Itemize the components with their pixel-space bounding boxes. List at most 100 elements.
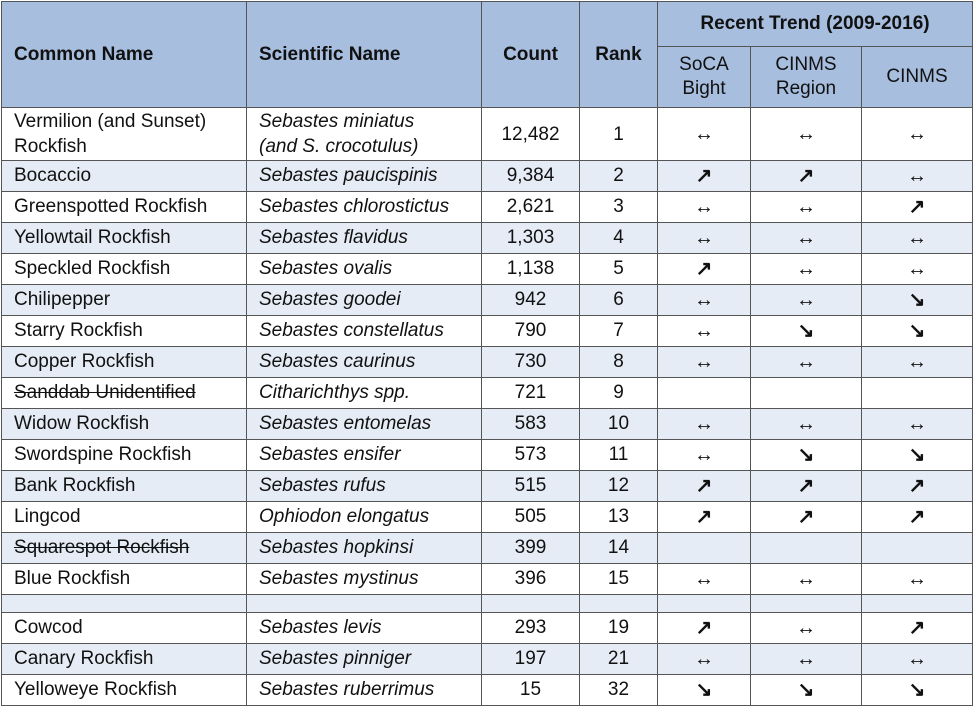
rank-cell: 21	[579, 643, 658, 675]
table-row: Squarespot Rockfish Sebastes hopkinsi 399 1…	[1, 532, 974, 564]
rank-cell: 12	[579, 470, 658, 502]
common-name-cell: Cowcod	[1, 612, 247, 644]
common-name-cell: Blue Rockfish	[1, 563, 247, 595]
trend-cinms-region-cell: ↗	[750, 501, 862, 533]
trend-soca-bight-cell: ↗	[657, 501, 751, 533]
scientific-name-cell: Sebastes mystinus	[246, 563, 482, 595]
common-name-cell: Bank Rockfish	[1, 470, 247, 502]
common-name-cell: Lingcod	[1, 501, 247, 533]
rank-cell: 4	[579, 222, 658, 254]
subheader-row: SoCA Bight CINMS Region CINMS	[2, 46, 974, 108]
trend-soca-bight-cell: ↔	[657, 643, 751, 675]
header-cinms-region[interactable]: CINMS Region	[750, 46, 862, 108]
trend-soca-bight-cell: ↔	[657, 408, 751, 440]
count-cell: 730	[481, 346, 580, 378]
count-cell: 1,303	[481, 222, 580, 254]
rank-cell: 14	[579, 532, 658, 564]
trend-soca-bight-cell: ↔	[657, 107, 751, 161]
common-name-cell: Swordspine Rockfish	[1, 439, 247, 471]
trend-soca-bight-cell: ↗	[657, 160, 751, 192]
scientific-name-cell: Sebastes entomelas	[246, 408, 482, 440]
count-cell: 515	[481, 470, 580, 502]
table-row: Chilipepper Sebastes goodei 942 6 ↔ ↔ ↘	[1, 284, 974, 316]
trend-soca-bight-cell: ↔	[657, 439, 751, 471]
trend-cinms-cell: ↗	[860, 501, 974, 533]
count-cell: 1,138	[481, 253, 580, 285]
header-soca-bight[interactable]: SoCA Bight	[657, 46, 751, 108]
table-row: Yellowtail Rockfish Sebastes flavidus 1,30…	[1, 222, 974, 254]
trend-cinms-cell: ↔	[860, 107, 974, 161]
header-cinms[interactable]: CINMS	[860, 46, 974, 108]
common-name-cell: Copper Rockfish	[1, 346, 247, 378]
trend-cinms-cell: ↔	[860, 253, 974, 285]
scientific-name-cell: Sebastes ruberrimus	[246, 674, 482, 706]
table-row	[1, 594, 974, 613]
count-cell	[481, 594, 580, 613]
count-cell: 2,621	[481, 191, 580, 223]
common-name-cell: Canary Rockfish	[1, 643, 247, 675]
trend-cinms-region-cell	[750, 532, 862, 564]
header-recent-trend: Recent Trend (2009-2016)	[656, 1, 974, 47]
scientific-name-line: Sebastes miniatus	[259, 111, 415, 132]
trend-soca-bight-cell: ↔	[657, 346, 751, 378]
header-count[interactable]: Count	[481, 1, 580, 108]
table-body: Vermilion (and Sunset) Rockfish Sebastes …	[1, 107, 974, 706]
rank-cell: 3	[579, 191, 658, 223]
trend-cinms-region-cell: ↔	[750, 408, 862, 440]
trend-cinms-region-cell: ↔	[750, 191, 862, 223]
rank-cell: 13	[579, 501, 658, 533]
trend-cinms-region-cell: ↗	[750, 470, 862, 502]
count-cell: 293	[481, 612, 580, 644]
trend-cinms-cell: ↔	[860, 160, 974, 192]
rank-cell: 9	[579, 377, 658, 409]
scientific-name-cell: Sebastes constellatus	[246, 315, 482, 347]
scientific-name-cell: Sebastes flavidus	[246, 222, 482, 254]
trend-soca-bight-cell: ↗	[657, 612, 751, 644]
trend-cinms-cell: ↔	[860, 563, 974, 595]
common-name-cell: Sanddab Unidentified	[1, 377, 247, 409]
trend-cinms-cell	[860, 532, 974, 564]
table-row: Widow Rockfish Sebastes entomelas 583 10 ↔ ↔ ↔	[1, 408, 974, 440]
trend-cinms-cell	[860, 377, 974, 409]
trend-cinms-region-cell: ↔	[750, 612, 862, 644]
table-row: Bocaccio Sebastes paucispinis 9,384 2 ↗ ↗ ↔	[1, 160, 974, 192]
trend-cinms-region-cell: ↔	[750, 107, 862, 161]
trend-cinms-region-cell: ↔	[750, 284, 862, 316]
trend-soca-bight-cell	[657, 594, 751, 613]
table-row: Yelloweye Rockfish Sebastes ruberrimus 15 3…	[1, 674, 974, 706]
common-name-cell: Bocaccio	[1, 160, 247, 192]
trend-cinms-cell: ↗	[860, 191, 974, 223]
table-row: Copper Rockfish Sebastes caurinus 730 8 ↔ ↔ ↔	[1, 346, 974, 378]
common-name-cell: Widow Rockfish	[1, 408, 247, 440]
scientific-name-cell: Sebastes caurinus	[246, 346, 482, 378]
table-row: Speckled Rockfish Sebastes ovalis 1,138 5 ↗ ↔…	[1, 253, 974, 285]
header-scientific-name[interactable]: Scientific Name	[246, 1, 482, 108]
trend-cinms-region-cell	[750, 594, 862, 613]
header-common-name[interactable]: Common Name	[1, 1, 247, 108]
common-name-cell: Chilipepper	[1, 284, 247, 316]
rank-cell: 32	[579, 674, 658, 706]
common-name-cell: Starry Rockfish	[1, 315, 247, 347]
table-row: Cowcod Sebastes levis 293 19 ↗ ↔ ↗	[1, 612, 974, 644]
trend-soca-bight-cell: ↗	[657, 470, 751, 502]
rank-cell: 1	[579, 107, 658, 161]
rank-cell: 5	[579, 253, 658, 285]
trend-soca-bight-cell: ↔	[657, 284, 751, 316]
scientific-name-cell: Citharichthys spp.	[246, 377, 482, 409]
common-name-cell	[1, 594, 247, 613]
trend-cinms-region-cell: ↘	[750, 315, 862, 347]
trend-cinms-cell: ↔	[860, 408, 974, 440]
trend-cinms-cell: ↘	[860, 439, 974, 471]
count-cell: 15	[481, 674, 580, 706]
common-name-cell: Greenspotted Rockfish	[1, 191, 247, 223]
table-row: Sanddab Unidentified Citharichthys spp. 72…	[1, 377, 974, 409]
trend-cinms-cell: ↔	[860, 346, 974, 378]
header-rank[interactable]: Rank	[579, 1, 658, 108]
trend-cinms-cell	[860, 594, 974, 613]
common-name-cell: Yelloweye Rockfish	[1, 674, 247, 706]
table-row: Bank Rockfish Sebastes rufus 515 12 ↗ ↗ ↗	[1, 470, 974, 502]
rank-cell: 7	[579, 315, 658, 347]
trend-cinms-region-cell: ↔	[750, 346, 862, 378]
table-row: Swordspine Rockfish Sebastes ensifer 573 11…	[1, 439, 974, 471]
